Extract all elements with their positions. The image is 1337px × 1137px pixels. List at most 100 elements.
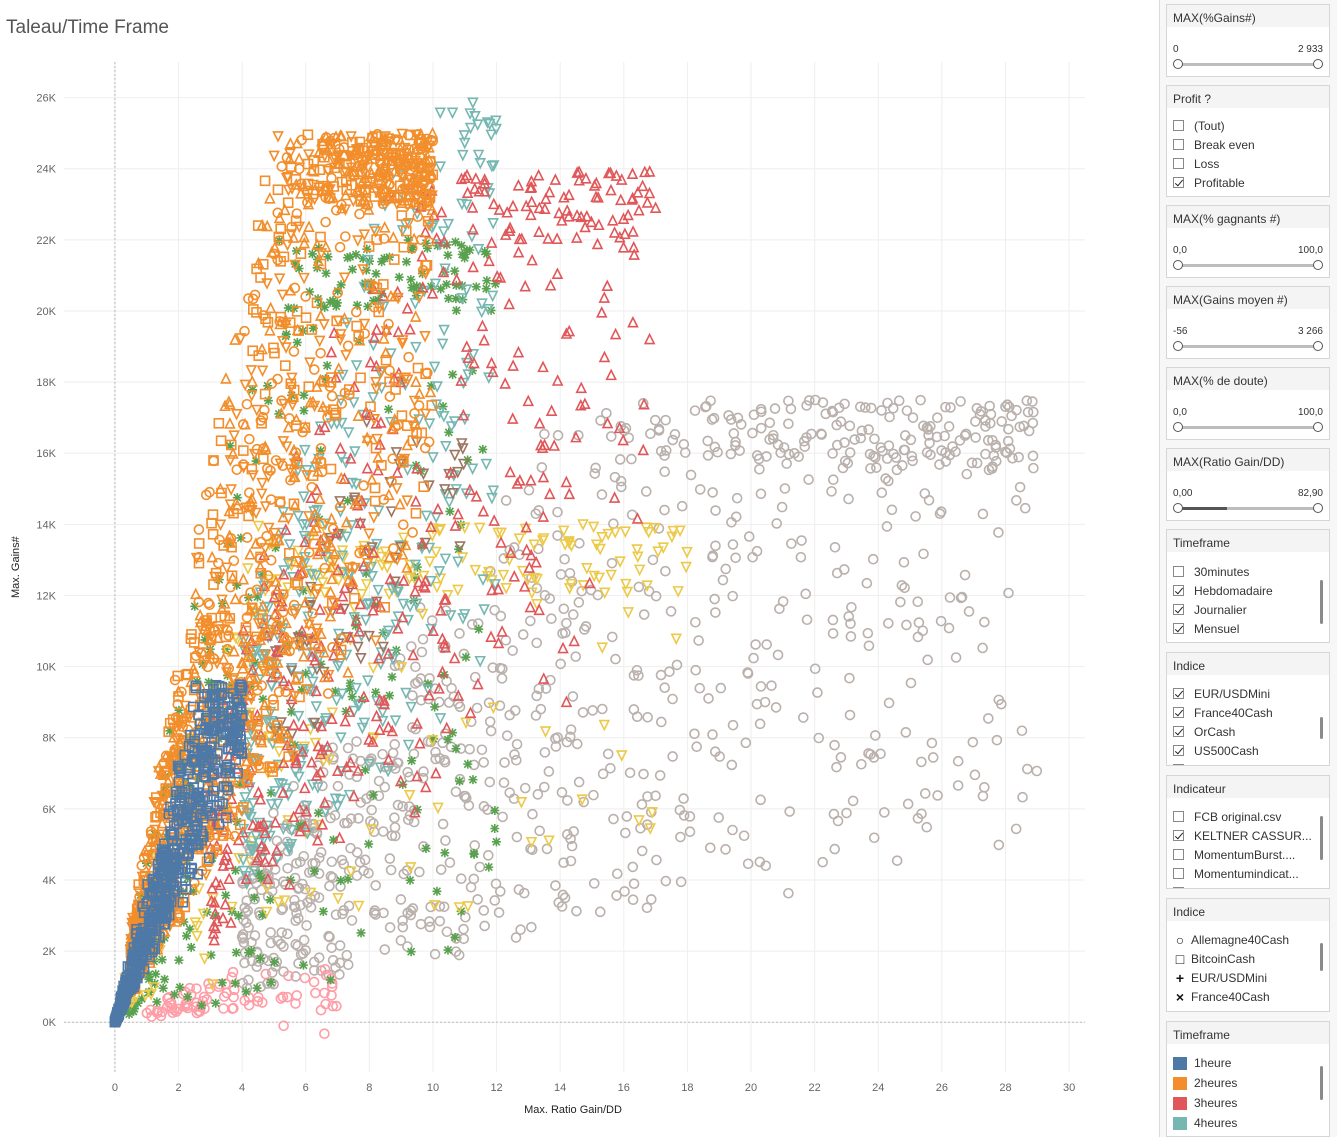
slider-min-handle[interactable] [1173,260,1183,270]
data-point [361,265,371,275]
data-point [151,792,162,803]
data-point [399,148,412,160]
slider-max-handle[interactable] [1313,59,1323,69]
scrollbar[interactable] [1320,943,1323,971]
checkbox[interactable] [1173,745,1184,756]
data-point [323,252,333,262]
checkbox[interactable] [1173,811,1184,822]
slider-min-handle[interactable] [1173,59,1183,69]
data-point [359,545,370,556]
checkbox[interactable] [1173,158,1184,169]
legend-item[interactable]: 4heures [1167,1114,1329,1134]
legend-item[interactable]: 3heures [1167,1094,1329,1114]
filter-option[interactable]: RSI2 [1167,884,1329,888]
slider-min-handle[interactable] [1173,503,1183,513]
legend-item[interactable]: × France40Cash [1167,988,1329,1007]
data-point [252,995,264,1007]
slider-max-handle[interactable] [1313,503,1323,513]
legend-item[interactable]: + EUR/USDMini [1167,969,1329,988]
filter-option[interactable]: FCB original.csv [1167,808,1329,827]
scrollbar[interactable] [1320,1066,1323,1100]
checkbox[interactable] [1173,764,1184,765]
data-point [377,289,390,302]
y-tick-label: 16K [36,448,56,460]
data-point [398,241,410,253]
filter-option[interactable]: Journalier [1167,601,1329,620]
filter-option[interactable]: Mensuel [1167,620,1329,639]
filter-option[interactable]: EUR/USDMini [1167,685,1329,704]
checkbox[interactable] [1173,120,1184,131]
checkbox[interactable] [1173,177,1184,188]
data-point [354,856,366,868]
checkbox[interactable] [1173,585,1184,596]
filter-option[interactable]: (Tout) [1167,117,1329,136]
filter-ratio-slider[interactable] [1173,503,1323,513]
filter-option[interactable]: Hebdomadaire [1167,582,1329,601]
scrollbar[interactable] [1320,580,1323,624]
checkbox[interactable] [1173,623,1184,634]
scrollbar[interactable] [1320,816,1323,860]
slider-max-handle[interactable] [1313,260,1323,270]
legend-item[interactable]: 2heures [1167,1074,1329,1094]
data-point [589,468,601,479]
data-point [571,166,584,178]
filter-option[interactable]: 30minutes [1167,563,1329,582]
slider-min-handle[interactable] [1173,341,1183,351]
data-point [619,526,632,538]
checkbox[interactable] [1173,868,1184,879]
legend-item[interactable]: 1heure [1167,1054,1329,1074]
checkbox[interactable] [1173,688,1184,699]
slider-max-handle[interactable] [1313,422,1323,432]
filter-doute-min: 0,0 [1173,407,1187,418]
data-point [298,230,310,243]
filter-option[interactable]: US500Cash [1167,742,1329,761]
slider-max-handle[interactable] [1313,341,1323,351]
slider-min-handle[interactable] [1173,422,1183,432]
data-point [839,455,851,467]
filter-option[interactable]: MomentumBurst.... [1167,846,1329,865]
checkbox[interactable] [1173,726,1184,737]
data-point [667,434,679,446]
checkbox[interactable] [1173,707,1184,718]
checkbox[interactable] [1173,830,1184,841]
data-point [539,428,550,440]
data-point [678,439,690,450]
scrollbar[interactable] [1320,717,1323,739]
data-point [202,727,213,739]
scatter-plot[interactable]: 0 2 4 6 8 10 12 14 16 18 20 22 24 26 28 300K2K4K6K8K10K… [0,0,1158,1137]
data-point [621,811,633,822]
filter-gagnants-slider[interactable] [1173,260,1323,270]
data-point [227,966,239,978]
data-point [314,373,327,386]
filter-option[interactable]: KELTNER CASSUR... [1167,827,1329,846]
filter-option[interactable]: USTech100Cash [1167,761,1329,765]
legend-item[interactable]: ○ Allemagne40Cash [1167,931,1329,950]
data-point [522,574,534,586]
data-point [244,603,257,616]
checkbox[interactable] [1173,849,1184,860]
filter-gains-moyen-slider[interactable] [1173,341,1323,351]
data-point [351,250,361,260]
data-point [620,578,632,591]
filter-option[interactable]: Momentumindicat... [1167,865,1329,884]
filter-option[interactable]: Break even [1167,136,1329,155]
data-point [622,607,635,619]
data-point [286,663,298,675]
filter-doute-slider[interactable] [1173,422,1323,432]
data-point [641,902,653,914]
checkbox[interactable] [1173,566,1184,577]
data-point [523,484,535,496]
checkbox[interactable] [1173,139,1184,150]
data-point [1003,587,1014,599]
filter-option[interactable]: OrCash [1167,723,1329,742]
legend-item[interactable]: *OrCash [1167,1007,1329,1011]
legend-item[interactable]: □ BitcoinCash [1167,950,1329,969]
checkbox[interactable] [1173,887,1184,888]
filter-option[interactable]: Loss [1167,155,1329,174]
filter-option[interactable]: France40Cash [1167,704,1329,723]
data-point [405,875,415,885]
data-point [221,800,234,813]
filter-option[interactable]: Profitable [1167,174,1329,193]
filter-gains-slider[interactable] [1173,59,1323,69]
checkbox[interactable] [1173,604,1184,615]
